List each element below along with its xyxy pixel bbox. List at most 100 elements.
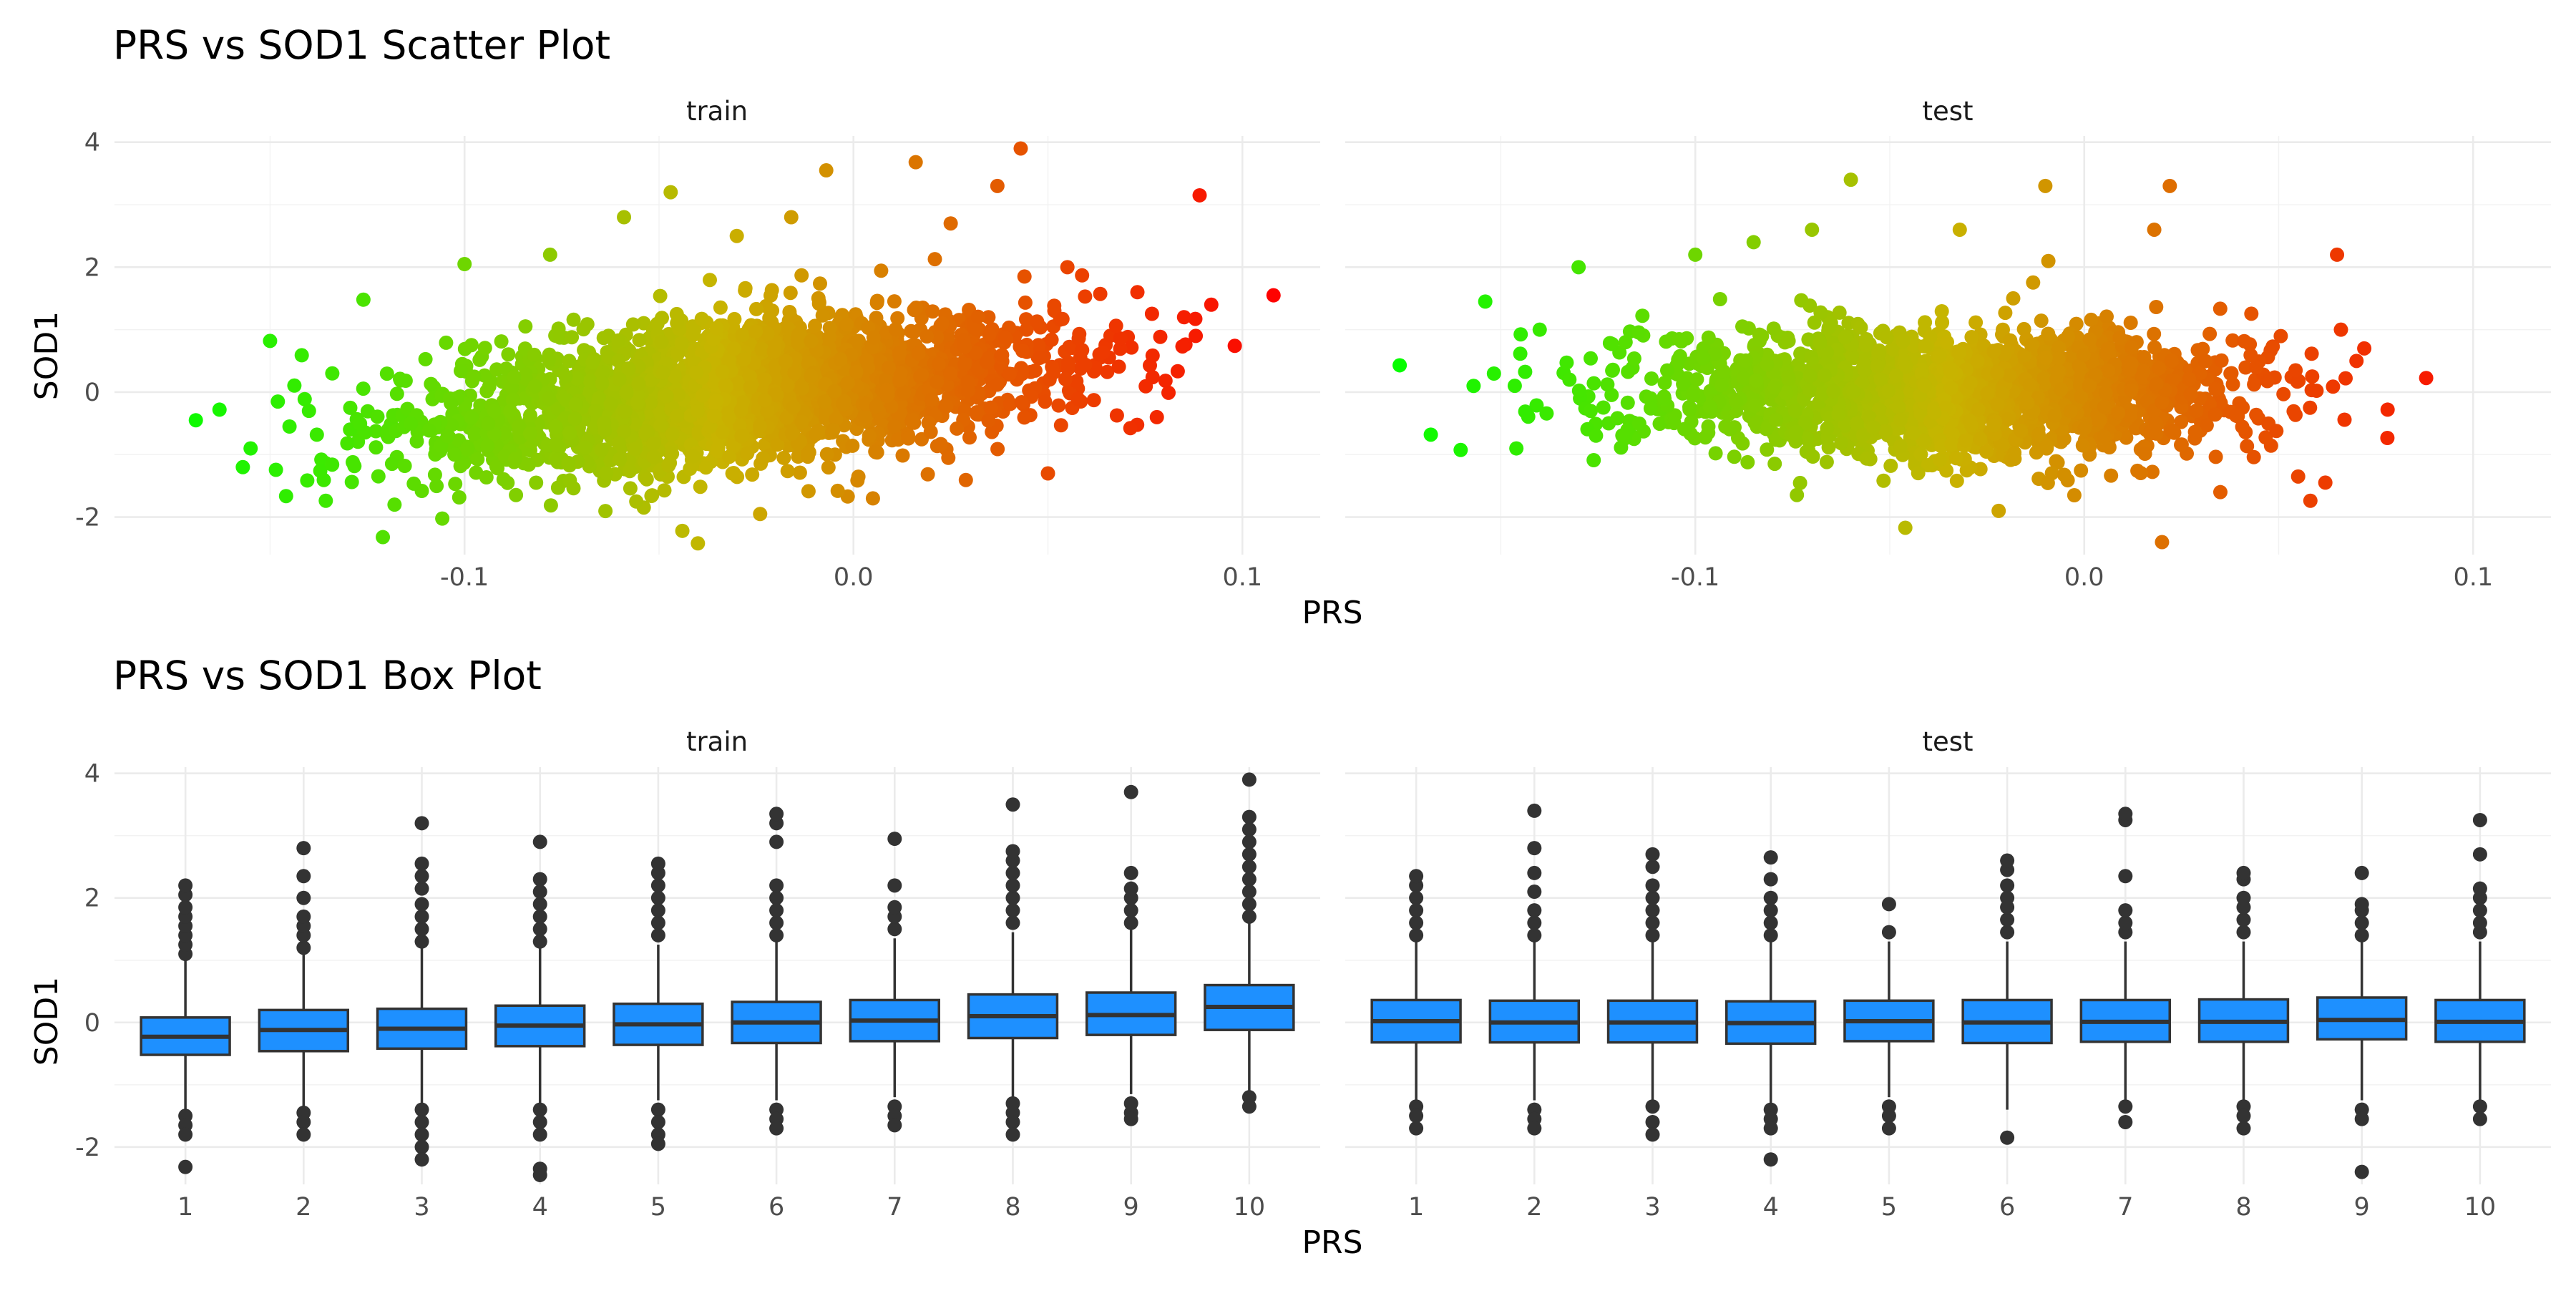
scatter-point	[595, 443, 609, 457]
scatter-point	[1682, 402, 1697, 416]
box-outlier	[533, 935, 547, 949]
scatter-point	[1806, 449, 1820, 464]
scatter-point	[447, 447, 462, 462]
scatter-test-x-ticks: -0.1 0.0 0.1	[1671, 563, 2493, 592]
scatter-point	[295, 348, 309, 362]
scatter-point	[880, 384, 894, 399]
box-outlier	[1005, 903, 1020, 917]
scatter-point	[494, 334, 509, 349]
scatter-point	[1740, 455, 1755, 469]
scatter-point	[925, 304, 940, 318]
scatter-point	[213, 402, 227, 416]
scatter-train-x-ticks: -0.1 0.0 0.1	[440, 563, 1262, 592]
box-outlier	[296, 1115, 311, 1129]
scatter-point	[870, 294, 884, 308]
box-outlier	[533, 922, 547, 936]
scatter-point	[1671, 353, 1685, 367]
scatter-point	[1990, 366, 2004, 380]
scatter-point	[781, 464, 795, 478]
box-strip-train: train	[686, 726, 748, 757]
scatter-point	[1747, 399, 1762, 413]
scatter-point	[467, 369, 482, 384]
scatter-point	[497, 472, 511, 487]
scatter-point	[2074, 464, 2088, 478]
scatter-point	[1627, 351, 1641, 366]
scatter-point	[1571, 260, 1586, 274]
box-outlier	[1527, 866, 1541, 880]
box-outlier	[1882, 925, 1896, 940]
scatter-point	[1735, 319, 1750, 333]
scatter-point	[758, 393, 772, 407]
scatter-point	[640, 472, 654, 487]
scatter-point	[1703, 400, 1717, 414]
box-outlier	[1005, 844, 1020, 858]
scatter-point	[758, 372, 772, 386]
scatter-point	[543, 248, 557, 262]
scatter-point	[2083, 332, 2097, 346]
box-outlier	[178, 1160, 192, 1174]
scatter-point	[795, 414, 809, 429]
scatter-point	[695, 312, 709, 326]
x-tick-label: 3	[414, 1193, 429, 1222]
scatter-point	[675, 524, 690, 538]
box-outlier	[769, 928, 784, 942]
scatter-point	[2237, 334, 2251, 349]
scatter-point	[1950, 474, 1964, 488]
scatter-point	[567, 313, 581, 327]
box-train-x-ticks: 1 2 3 4 5 6 7 8 9 10	[177, 1193, 1265, 1222]
box-outlier	[415, 857, 429, 871]
scatter-point	[2326, 379, 2340, 394]
scatter-point	[2147, 223, 2162, 237]
scatter-point	[753, 419, 767, 434]
scatter-point	[398, 459, 412, 473]
scatter-point	[1713, 292, 1727, 306]
scatter-point	[1600, 377, 1614, 391]
scatter-point	[811, 424, 825, 438]
scatter-point	[578, 440, 592, 454]
scatter-point	[869, 445, 883, 459]
scatter-point	[716, 425, 730, 439]
scatter-point	[1677, 422, 1692, 437]
scatter-point	[2084, 313, 2098, 327]
box-outlier	[415, 1103, 429, 1117]
box-title: PRS vs SOD1 Box Plot	[113, 653, 542, 698]
scatter-point	[663, 185, 678, 200]
scatter-point	[2038, 179, 2052, 193]
scatter-point	[1189, 328, 1203, 343]
box-outlier	[1409, 891, 1423, 905]
box-outlier	[415, 816, 429, 830]
scatter-point	[819, 163, 834, 177]
scatter-point	[2273, 329, 2288, 344]
scatter-point	[343, 401, 358, 415]
scatter-point	[730, 229, 744, 243]
scatter-point	[588, 404, 602, 418]
scatter-point	[1051, 399, 1065, 413]
scatter-point	[930, 375, 944, 389]
scatter-point	[487, 404, 502, 418]
scatter-point	[1944, 437, 1958, 452]
scatter-point	[1075, 343, 1089, 357]
scatter-point	[2380, 431, 2394, 445]
scatter-point	[1605, 364, 1619, 378]
box-outlier	[651, 878, 665, 892]
scatter-point	[1702, 331, 1716, 345]
scatter-point	[957, 340, 972, 354]
scatter-point	[2291, 469, 2306, 484]
scatter-point	[820, 447, 834, 462]
box-outlier	[1764, 1121, 1778, 1136]
scatter-point	[567, 411, 582, 426]
box-outlier	[1124, 916, 1138, 930]
scatter-point	[1789, 434, 1803, 449]
scatter-point	[310, 427, 324, 442]
scatter-point	[371, 469, 386, 484]
scatter-point	[1831, 407, 1845, 422]
scatter-point	[2039, 439, 2054, 454]
box-outlier	[769, 878, 784, 892]
box-outlier	[1764, 850, 1778, 864]
scatter-point	[1123, 421, 1138, 435]
scatter-point	[2165, 424, 2180, 439]
scatter-point	[1061, 356, 1075, 370]
scatter-point	[727, 312, 741, 326]
x-tick-label: 0.1	[1222, 563, 1262, 592]
scatter-strip-train: train	[686, 96, 748, 127]
